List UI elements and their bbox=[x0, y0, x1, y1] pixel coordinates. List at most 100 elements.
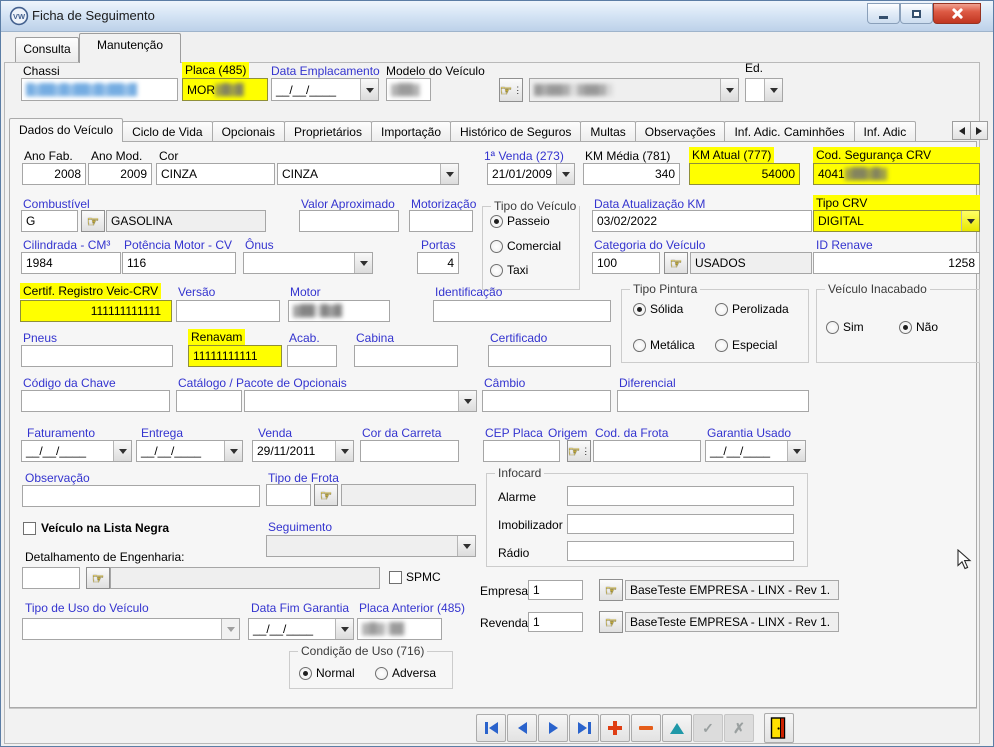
cilindrada-input[interactable]: 1984 bbox=[21, 252, 121, 274]
tab-importacao[interactable]: Importação bbox=[370, 121, 452, 142]
observacao-input[interactable] bbox=[22, 485, 260, 507]
dropdown-arrow-icon[interactable] bbox=[113, 441, 131, 461]
placa-input[interactable]: MOR ▓█▓█ bbox=[182, 78, 268, 101]
exit-button[interactable] bbox=[764, 713, 794, 743]
certif-crv-input[interactable]: 111111111111 bbox=[20, 300, 172, 322]
categoria-lookup-button[interactable]: ☞ bbox=[664, 252, 688, 274]
alarme-input[interactable] bbox=[567, 486, 794, 506]
tab-inf-adic[interactable]: Inf. Adic bbox=[853, 121, 917, 142]
chassi-input[interactable]: █▓██▓█▓██▓█▓██▓█ bbox=[21, 78, 178, 101]
portas-input[interactable]: 4 bbox=[417, 252, 459, 274]
radio-sim[interactable]: Sim bbox=[826, 320, 864, 334]
radio-nao[interactable]: Não bbox=[899, 320, 938, 334]
modelo-code-input[interactable]: ▓██▓ bbox=[386, 78, 431, 101]
close-button[interactable] bbox=[933, 3, 981, 24]
versao-input[interactable] bbox=[176, 300, 280, 322]
tipo-frota-lookup-button[interactable]: ☞ bbox=[314, 484, 338, 506]
garantia-usado-datepicker[interactable]: __/__/____ bbox=[705, 440, 806, 462]
nav-first-button[interactable] bbox=[476, 714, 506, 742]
seguimento-combo[interactable] bbox=[266, 535, 476, 557]
data-emplacamento-datepicker[interactable]: __/__/____ bbox=[271, 78, 379, 101]
pneus-input[interactable] bbox=[21, 345, 173, 367]
dropdown-arrow-icon[interactable] bbox=[720, 79, 738, 101]
cod-frota-input[interactable] bbox=[593, 440, 701, 462]
diferencial-input[interactable] bbox=[617, 390, 809, 412]
radio-adversa[interactable]: Adversa bbox=[375, 666, 436, 680]
radio-passeio[interactable]: Passeio bbox=[490, 214, 550, 228]
tipo-frota-code-input[interactable] bbox=[266, 484, 311, 506]
dropdown-arrow-icon[interactable] bbox=[224, 441, 242, 461]
dropdown-arrow-icon[interactable] bbox=[335, 441, 353, 461]
radio-metalica[interactable]: Metálica bbox=[633, 338, 695, 352]
tab-inf-adic-caminhoes[interactable]: Inf. Adic. Caminhões bbox=[724, 121, 855, 142]
tab-historico-de-seguros[interactable]: Histórico de Seguros bbox=[450, 121, 582, 142]
spmc-checkbox[interactable] bbox=[389, 571, 402, 584]
modelo-lookup-button[interactable]: ☞ ⋮ bbox=[499, 78, 523, 102]
venda-datepicker[interactable]: 29/11/2011 bbox=[252, 440, 354, 462]
primeira-venda-datepicker[interactable]: 21/01/2009 bbox=[487, 163, 575, 185]
data-fim-garantia-datepicker[interactable]: __/__/____ bbox=[248, 618, 354, 640]
tipo-crv-combo[interactable]: DIGITAL bbox=[813, 210, 980, 232]
dropdown-arrow-icon[interactable] bbox=[787, 441, 805, 461]
tab-multas[interactable]: Multas bbox=[580, 121, 636, 142]
codigo-chave-input[interactable] bbox=[21, 390, 170, 412]
imobilizador-input[interactable] bbox=[567, 514, 794, 534]
modelo-desc-combo[interactable]: █▓██▓▒ ▓██▓▒ bbox=[529, 78, 739, 102]
data-atualizacao-km-input[interactable]: 03/02/2022 bbox=[592, 210, 812, 232]
nav-delete-button[interactable] bbox=[631, 714, 661, 742]
radio-perolizada[interactable]: Perolizada bbox=[715, 302, 789, 316]
radio-solida[interactable]: Sólida bbox=[633, 302, 683, 316]
nav-insert-button[interactable] bbox=[600, 714, 630, 742]
cabina-input[interactable] bbox=[354, 345, 458, 367]
cambio-input[interactable] bbox=[482, 390, 611, 412]
maximize-button[interactable] bbox=[900, 3, 933, 24]
cor-carreta-input[interactable] bbox=[360, 440, 459, 462]
id-renave-input[interactable]: 1258 bbox=[813, 252, 980, 274]
dropdown-arrow-icon[interactable] bbox=[354, 253, 372, 273]
valor-aproximado-input[interactable] bbox=[299, 210, 399, 232]
tipo-uso-combo[interactable] bbox=[22, 618, 240, 640]
empresa-lookup-button[interactable]: ☞ bbox=[599, 579, 623, 601]
detalhamento-lookup-button[interactable]: ☞ bbox=[86, 567, 110, 589]
nav-edit-button[interactable] bbox=[662, 714, 692, 742]
combustivel-lookup-button[interactable]: ☞ bbox=[81, 210, 105, 232]
tab-manutencao[interactable]: Manutenção bbox=[79, 33, 181, 63]
certificado-input[interactable] bbox=[488, 345, 611, 367]
nav-last-button[interactable] bbox=[569, 714, 599, 742]
acab-input[interactable] bbox=[287, 345, 337, 367]
entrega-datepicker[interactable]: __/__/____ bbox=[136, 440, 243, 462]
ed-combo[interactable] bbox=[745, 78, 783, 102]
nav-prior-button[interactable] bbox=[507, 714, 537, 742]
motor-input[interactable]: ▓██▒█▓█ bbox=[288, 300, 390, 322]
tab-opcionais[interactable]: Opcionais bbox=[211, 121, 285, 142]
tab-dados-do-veiculo[interactable]: Dados do Veículo bbox=[9, 118, 124, 142]
catalogo-combo[interactable] bbox=[244, 390, 477, 412]
motorizacao-input[interactable] bbox=[409, 210, 473, 232]
cod-seguranca-crv-input[interactable]: 4041 ▓██▓█▓ bbox=[813, 163, 980, 185]
faturamento-datepicker[interactable]: __/__/____ bbox=[21, 440, 132, 462]
ano-mod-input[interactable]: 2009 bbox=[88, 163, 152, 185]
dropdown-arrow-icon[interactable] bbox=[556, 164, 574, 184]
minimize-button[interactable] bbox=[867, 3, 900, 24]
catalogo-code-input[interactable] bbox=[176, 390, 242, 412]
revenda-code-input[interactable]: 1 bbox=[528, 612, 583, 632]
tab-ciclo-de-vida[interactable]: Ciclo de Vida bbox=[122, 121, 213, 142]
identificacao-input[interactable] bbox=[433, 300, 611, 322]
km-atual-input[interactable]: 54000 bbox=[689, 163, 800, 185]
radio-especial[interactable]: Especial bbox=[715, 338, 777, 352]
dropdown-arrow-icon[interactable] bbox=[764, 79, 782, 101]
ano-fab-input[interactable]: 2008 bbox=[22, 163, 86, 185]
radio-infocard-input[interactable] bbox=[567, 541, 794, 561]
renavam-input[interactable]: 11111111111 bbox=[188, 345, 282, 367]
categoria-code-input[interactable]: 100 bbox=[592, 252, 660, 274]
radio-normal[interactable]: Normal bbox=[299, 666, 355, 680]
potencia-motor-input[interactable]: 116 bbox=[122, 252, 236, 274]
dropdown-arrow-icon[interactable] bbox=[458, 391, 476, 411]
tab-consulta[interactable]: Consulta bbox=[15, 37, 79, 63]
km-media-input[interactable]: 340 bbox=[583, 163, 680, 185]
radio-taxi[interactable]: Taxi bbox=[490, 263, 528, 277]
radio-comercial[interactable]: Comercial bbox=[490, 239, 561, 253]
dropdown-arrow-icon[interactable] bbox=[221, 619, 239, 639]
lista-negra-checkbox[interactable] bbox=[23, 522, 36, 535]
combustivel-code-input[interactable]: G bbox=[21, 210, 78, 232]
